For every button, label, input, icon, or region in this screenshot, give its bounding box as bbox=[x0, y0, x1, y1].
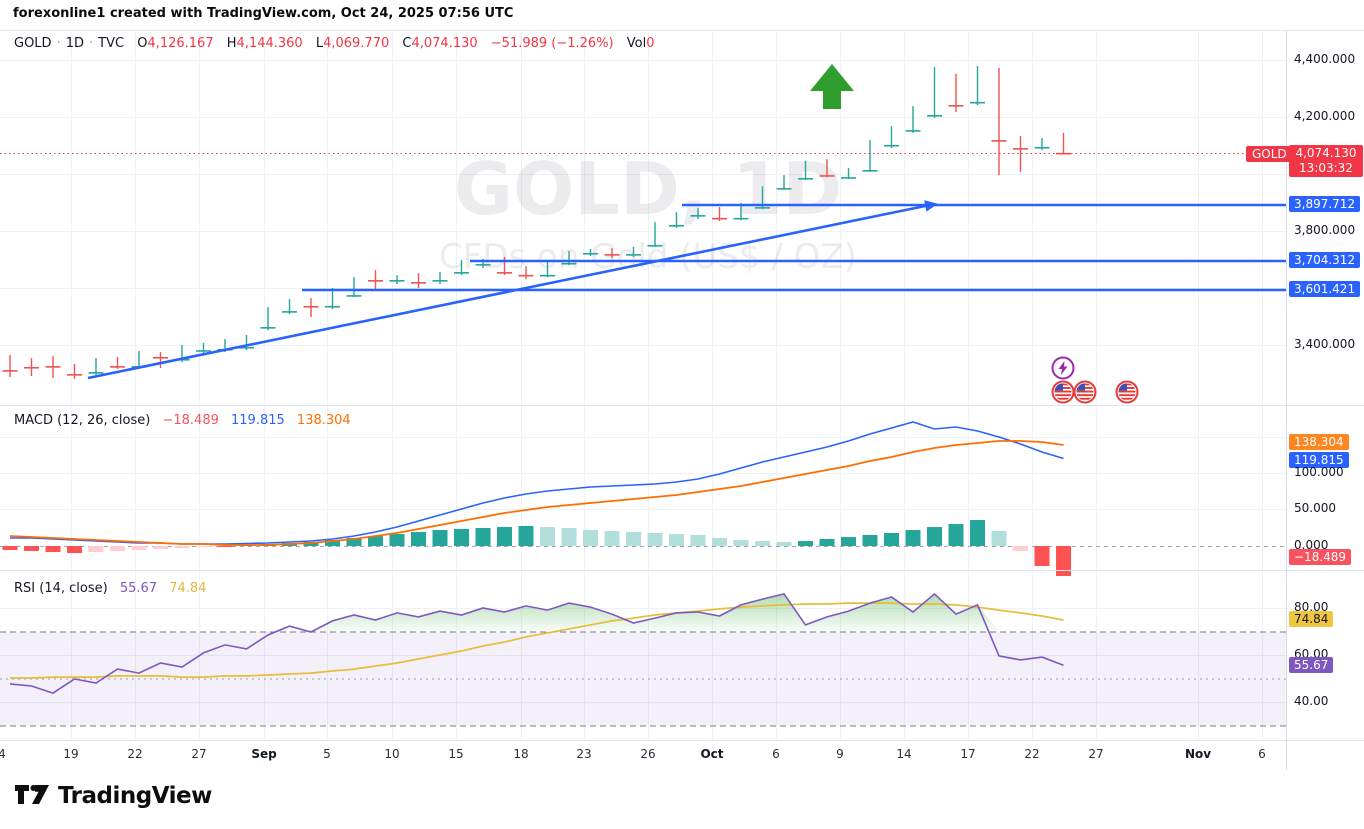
price-tick: 3,400.000 bbox=[1294, 337, 1356, 351]
macd-tick: 50.000 bbox=[1294, 501, 1336, 515]
x-axis-label: 14 bbox=[896, 747, 912, 761]
rsi-pane bbox=[0, 592, 1286, 727]
symbol-name[interactable]: GOLD bbox=[14, 36, 52, 51]
pane-separators bbox=[0, 30, 1364, 770]
change-value: −51.989 (−1.26%) bbox=[490, 36, 614, 51]
rsi-overbought-fill bbox=[10, 593, 1064, 632]
level-badge: 3,704.312 bbox=[1289, 252, 1361, 268]
rsi-title: RSI (14, close) bbox=[14, 581, 108, 596]
interval-label[interactable]: 1D bbox=[65, 36, 84, 51]
attribution-text: forexonline1 created with TradingView.co… bbox=[13, 6, 514, 21]
candles[interactable] bbox=[2, 65, 1072, 379]
x-axis-label: 4 bbox=[0, 747, 6, 761]
tradingview-brand-text: TradingView bbox=[58, 783, 212, 809]
high-value: 4,144.360 bbox=[236, 36, 303, 51]
rsi-legend[interactable]: RSI (14, close) 55.67 74.84 bbox=[14, 581, 214, 596]
macd-tick: 0.000 bbox=[1294, 538, 1329, 552]
rsi-ma-value: 74.84 bbox=[169, 581, 207, 596]
x-axis-label: 22 bbox=[127, 747, 143, 761]
x-axis-label: 6 bbox=[772, 747, 780, 761]
x-axis-label: 27 bbox=[1088, 747, 1104, 761]
price-tick: 4,200.000 bbox=[1294, 109, 1356, 123]
tradingview-logo-icon bbox=[15, 785, 49, 804]
macd-signal-value: 138.304 bbox=[296, 413, 351, 428]
x-axis-label: Sep bbox=[251, 747, 277, 761]
low-value: 4,069.770 bbox=[323, 36, 390, 51]
rsi-value: 55.67 bbox=[119, 581, 158, 596]
macd-legend[interactable]: MACD (12, 26, close) −18.489 119.815 138… bbox=[14, 413, 359, 428]
footer: TradingView bbox=[0, 770, 1364, 829]
macd-line-badge: 119.815 bbox=[1289, 452, 1349, 468]
macd-line bbox=[10, 421, 1064, 545]
tradingview-brand: TradingView bbox=[14, 783, 212, 809]
macd-signal-line bbox=[9, 440, 1064, 546]
x-axis-label: 5 bbox=[323, 747, 331, 761]
level-badge: 3,897.712 bbox=[1289, 196, 1361, 212]
macd-signal-badge: 138.304 bbox=[1289, 434, 1349, 450]
exchange-label: TVC bbox=[98, 36, 125, 51]
high-label: H bbox=[226, 36, 237, 51]
symbol-legend[interactable]: GOLD · 1D · TVC O4,126.167 H4,144.360 L4,069… bbox=[14, 36, 655, 51]
volume-value: 0 bbox=[646, 36, 655, 51]
x-axis-label: 18 bbox=[513, 747, 529, 761]
macd-pane bbox=[0, 421, 1286, 577]
x-axis-label: Oct bbox=[700, 747, 724, 761]
macd-title: MACD (12, 26, close) bbox=[14, 413, 151, 428]
macd-hist-badge: −18.489 bbox=[1289, 549, 1352, 565]
x-axis-label: 6 bbox=[1258, 747, 1266, 761]
trend-lines[interactable] bbox=[87, 200, 1286, 380]
close-label: C bbox=[402, 36, 412, 51]
x-axis-label: 19 bbox=[63, 747, 79, 761]
x-axis-label: 15 bbox=[448, 747, 464, 761]
rsi-tick: 40.00 bbox=[1294, 694, 1329, 708]
price-tick: 4,400.000 bbox=[1294, 52, 1356, 66]
x-axis-label: 22 bbox=[1024, 747, 1040, 761]
rsi-value-badge: 55.67 bbox=[1289, 657, 1334, 673]
x-axis-label: 17 bbox=[960, 747, 976, 761]
bar-countdown: 13:03:32 bbox=[1299, 161, 1353, 175]
x-axis-label: 9 bbox=[836, 747, 844, 761]
up-arrow-annotation bbox=[810, 64, 854, 109]
us-flag-event-icon[interactable] bbox=[1115, 380, 1139, 404]
x-axis-label: 26 bbox=[640, 747, 656, 761]
svg-text:CFDs on Gold (US$ / OZ): CFDs on Gold (US$ / OZ) bbox=[439, 237, 857, 277]
x-axis-label: Nov bbox=[1184, 747, 1212, 761]
event-icons[interactable] bbox=[1051, 356, 1139, 404]
close-value: 4,074.130 bbox=[411, 36, 478, 51]
open-label: O bbox=[137, 36, 148, 51]
macd-tick: 100.000 bbox=[1294, 465, 1344, 479]
rsi-ma-line bbox=[10, 602, 1064, 679]
us-flag-event-icon[interactable] bbox=[1051, 380, 1075, 404]
rsi-ma-badge: 74.84 bbox=[1289, 611, 1334, 627]
macd-hist-value: −18.489 bbox=[162, 413, 219, 428]
volume-label: Vol bbox=[626, 36, 647, 51]
x-axis-label: 10 bbox=[384, 747, 400, 761]
last-price-symbol-badge: GOLD bbox=[1246, 146, 1293, 162]
price-tick: 3,800.000 bbox=[1294, 223, 1356, 237]
x-axis-label: 27 bbox=[191, 747, 207, 761]
macd-line-value: 119.815 bbox=[231, 413, 285, 428]
flash-event-icon[interactable] bbox=[1051, 356, 1075, 380]
last-price-badge: 4,074.130 13:03:32 bbox=[1289, 145, 1363, 177]
low-label: L bbox=[315, 36, 324, 51]
last-price-value: 4,074.130 bbox=[1295, 146, 1357, 160]
rsi-line bbox=[9, 592, 1064, 694]
rsi-tick: 80.00 bbox=[1294, 600, 1329, 614]
us-flag-event-icon[interactable] bbox=[1073, 380, 1097, 404]
open-value: 4,126.167 bbox=[147, 36, 214, 51]
x-axis-label: 23 bbox=[576, 747, 592, 761]
level-badge: 3,601.421 bbox=[1289, 281, 1361, 297]
